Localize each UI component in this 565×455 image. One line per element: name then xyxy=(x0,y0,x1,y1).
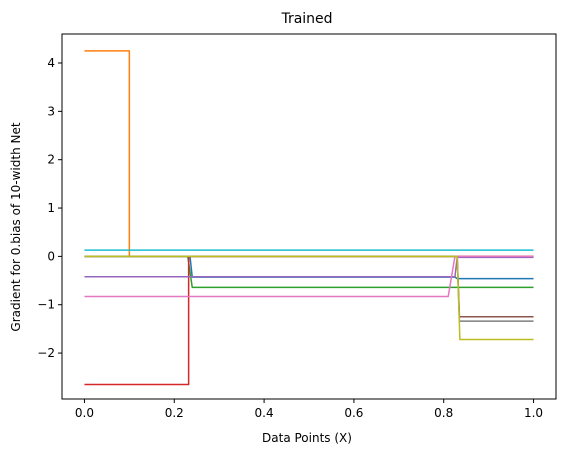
y-axis-ticks: −2 −1 0 1 2 3 4 xyxy=(37,56,62,360)
x-tick-label: 0.8 xyxy=(434,406,453,420)
x-axis-ticks: 0.0 0.2 0.4 0.6 0.8 1.0 xyxy=(75,399,543,420)
chart-title: Trained xyxy=(280,11,332,27)
y-tick-label: 1 xyxy=(47,201,55,215)
y-tick-label: −1 xyxy=(37,298,55,312)
series-line-2 xyxy=(84,50,534,258)
y-tick-label: 3 xyxy=(47,104,55,118)
y-tick-label: 0 xyxy=(47,249,55,263)
y-axis-label: Gradient for 0.bias of 10-width Net xyxy=(9,122,23,331)
x-axis-label: Data Points (X) xyxy=(262,431,352,445)
series-line-1 xyxy=(84,255,534,280)
y-tick-label: −2 xyxy=(37,346,55,360)
series-line-9 xyxy=(84,255,534,341)
series-line-7 xyxy=(84,255,534,298)
x-tick-label: 0.6 xyxy=(344,406,363,420)
x-tick-label: 1.0 xyxy=(524,406,543,420)
series-line-5 xyxy=(84,256,534,278)
x-tick-label: 0.2 xyxy=(165,406,184,420)
plot-lines xyxy=(84,50,534,386)
x-tick-label: 0.4 xyxy=(255,406,274,420)
plot-frame xyxy=(61,33,557,400)
y-tick-label: 2 xyxy=(47,153,55,167)
x-tick-label: 0.0 xyxy=(75,406,94,420)
series-line-8 xyxy=(84,255,534,322)
y-tick-label: 4 xyxy=(47,56,55,70)
series-line-3 xyxy=(84,255,534,289)
